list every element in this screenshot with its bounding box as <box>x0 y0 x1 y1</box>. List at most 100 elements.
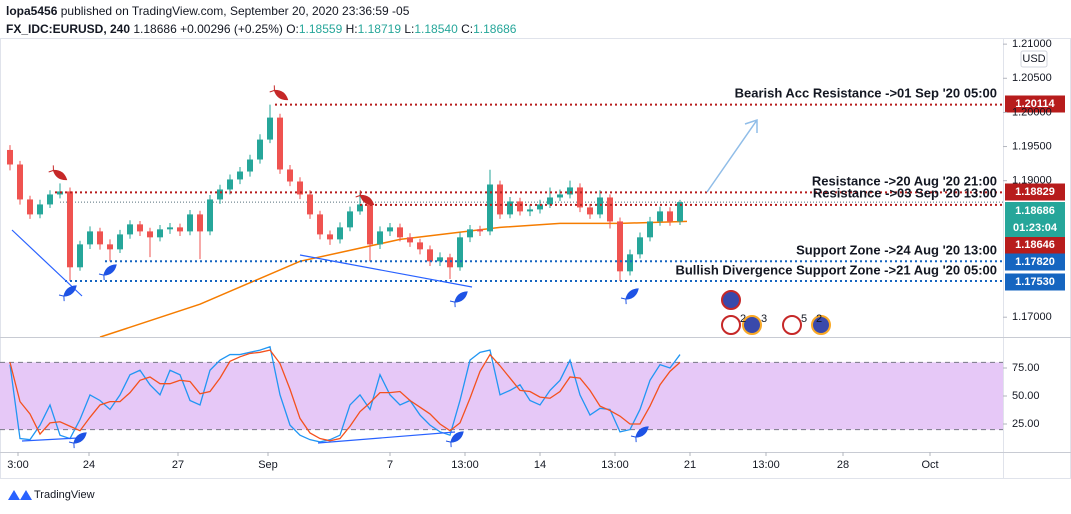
candle-body <box>117 234 123 250</box>
bullish-signal <box>449 291 468 308</box>
y-tick-label: 1.19500 <box>1012 140 1052 152</box>
candle-body <box>677 202 683 222</box>
bearish-signal <box>48 165 68 181</box>
bullish-signal <box>68 432 87 449</box>
annotations <box>11 118 758 444</box>
trend-line <box>317 431 456 444</box>
y-tick-label: 1.20000 <box>1012 106 1052 118</box>
c-label: C: <box>461 22 473 36</box>
x-tick-label: 27 <box>172 459 184 471</box>
price-tag-label: 1.18829 <box>1015 186 1055 198</box>
candle-body <box>467 229 473 238</box>
bearish-signal <box>269 85 289 101</box>
price-tag <box>1005 273 1065 291</box>
change: +0.00296 (+0.25%) <box>180 22 283 36</box>
event-count: 2 <box>816 313 822 325</box>
currency: USD <box>1022 53 1045 65</box>
x-tick-label: 13:00 <box>752 459 780 471</box>
candle-body <box>397 227 403 238</box>
forecast-arrow <box>706 118 758 193</box>
event-count: 3 <box>761 313 767 325</box>
event-icon <box>782 315 802 335</box>
countdown: 01:23:04 <box>1013 222 1058 234</box>
x-tick-label: Sep <box>258 459 278 471</box>
author: lopa5456 <box>6 4 58 18</box>
y-tick-label: 1.19000 <box>1012 175 1052 187</box>
x-tick-label: 3:00 <box>7 459 28 471</box>
candle-body <box>417 242 423 250</box>
level-label: Bearish Acc Resistance ->01 Sep '20 05:0… <box>735 85 997 100</box>
candle-body <box>437 257 443 262</box>
level-label: Resistance ->20 Aug '20 21:00 <box>812 173 997 188</box>
price: 1.18686 <box>133 22 177 36</box>
oscillator-line <box>9 345 681 443</box>
o-label: O: <box>286 22 299 36</box>
candle-body <box>457 237 463 268</box>
oscillator-line <box>9 349 681 442</box>
candle-body <box>627 254 633 272</box>
price-tag <box>1005 183 1065 201</box>
event-icon <box>811 315 831 335</box>
price-tag <box>1005 253 1065 271</box>
candle-body <box>307 194 313 215</box>
level-label: Resistance ->03 Sep '20 13:00 <box>813 185 997 200</box>
candle-body <box>577 187 583 208</box>
bullish-signal <box>630 426 649 443</box>
y-tick-label: 1.21000 <box>1012 38 1052 50</box>
candle-body <box>497 184 503 215</box>
candle-body <box>77 244 83 268</box>
event-icon <box>742 315 762 335</box>
candle-body <box>247 159 253 172</box>
candle-body <box>147 231 153 238</box>
candle-body <box>647 221 653 238</box>
candle-body <box>197 214 203 232</box>
candle-body <box>237 171 243 180</box>
l-value: 1.18540 <box>414 22 458 36</box>
candle-body <box>47 194 53 205</box>
candle-body <box>617 221 623 272</box>
y-tick-label: 75.00 <box>1012 362 1040 374</box>
price-tag-label: 1.17530 <box>1015 276 1055 288</box>
candle-body <box>167 227 173 230</box>
trend-line <box>11 229 83 297</box>
candle-body <box>257 139 263 160</box>
candle-body <box>487 184 493 232</box>
price-tag <box>1005 236 1065 254</box>
candle-body <box>227 179 233 190</box>
o-value: 1.18559 <box>299 22 343 36</box>
events: 2 3 5 2 <box>721 290 831 335</box>
candle-body <box>527 209 533 212</box>
candle-body <box>327 234 333 240</box>
y-tick-label: 1.20500 <box>1012 72 1052 84</box>
trend-line <box>21 437 79 442</box>
candle-body <box>427 249 433 262</box>
c-value: 1.18686 <box>473 22 517 36</box>
band <box>0 362 1003 430</box>
x-tick-label: 24 <box>83 459 95 471</box>
axes: Bearish Acc Resistance ->01 Sep '20 05:0… <box>7 38 1065 471</box>
price-tag-label: 1.18646 <box>1015 239 1055 251</box>
candle-body <box>37 204 43 215</box>
candle-body <box>517 201 523 212</box>
candle-body <box>347 211 353 228</box>
candle-body <box>547 197 553 205</box>
price-tag-label: 1.20114 <box>1015 98 1055 110</box>
x-tick-label: 14 <box>534 459 546 471</box>
candle-body <box>177 227 183 232</box>
candle-body <box>637 237 643 255</box>
published: published on TradingView.com, September … <box>61 4 410 18</box>
publish-line: lopa5456 published on TradingView.com, S… <box>6 4 410 18</box>
price-pane <box>7 103 1003 337</box>
candle-body <box>587 207 593 215</box>
bullish-signal <box>620 288 639 305</box>
oscillator-pane <box>0 345 1003 443</box>
candle-body <box>387 227 393 232</box>
x-tick-label: 28 <box>837 459 849 471</box>
bullish-signal <box>445 431 464 448</box>
y-tick-label: 1.17000 <box>1012 311 1052 323</box>
moving-average <box>99 220 688 337</box>
candle-body <box>317 214 323 235</box>
candle-body <box>187 214 193 232</box>
trend-line <box>299 254 473 288</box>
x-tick-label: 13:00 <box>451 459 479 471</box>
